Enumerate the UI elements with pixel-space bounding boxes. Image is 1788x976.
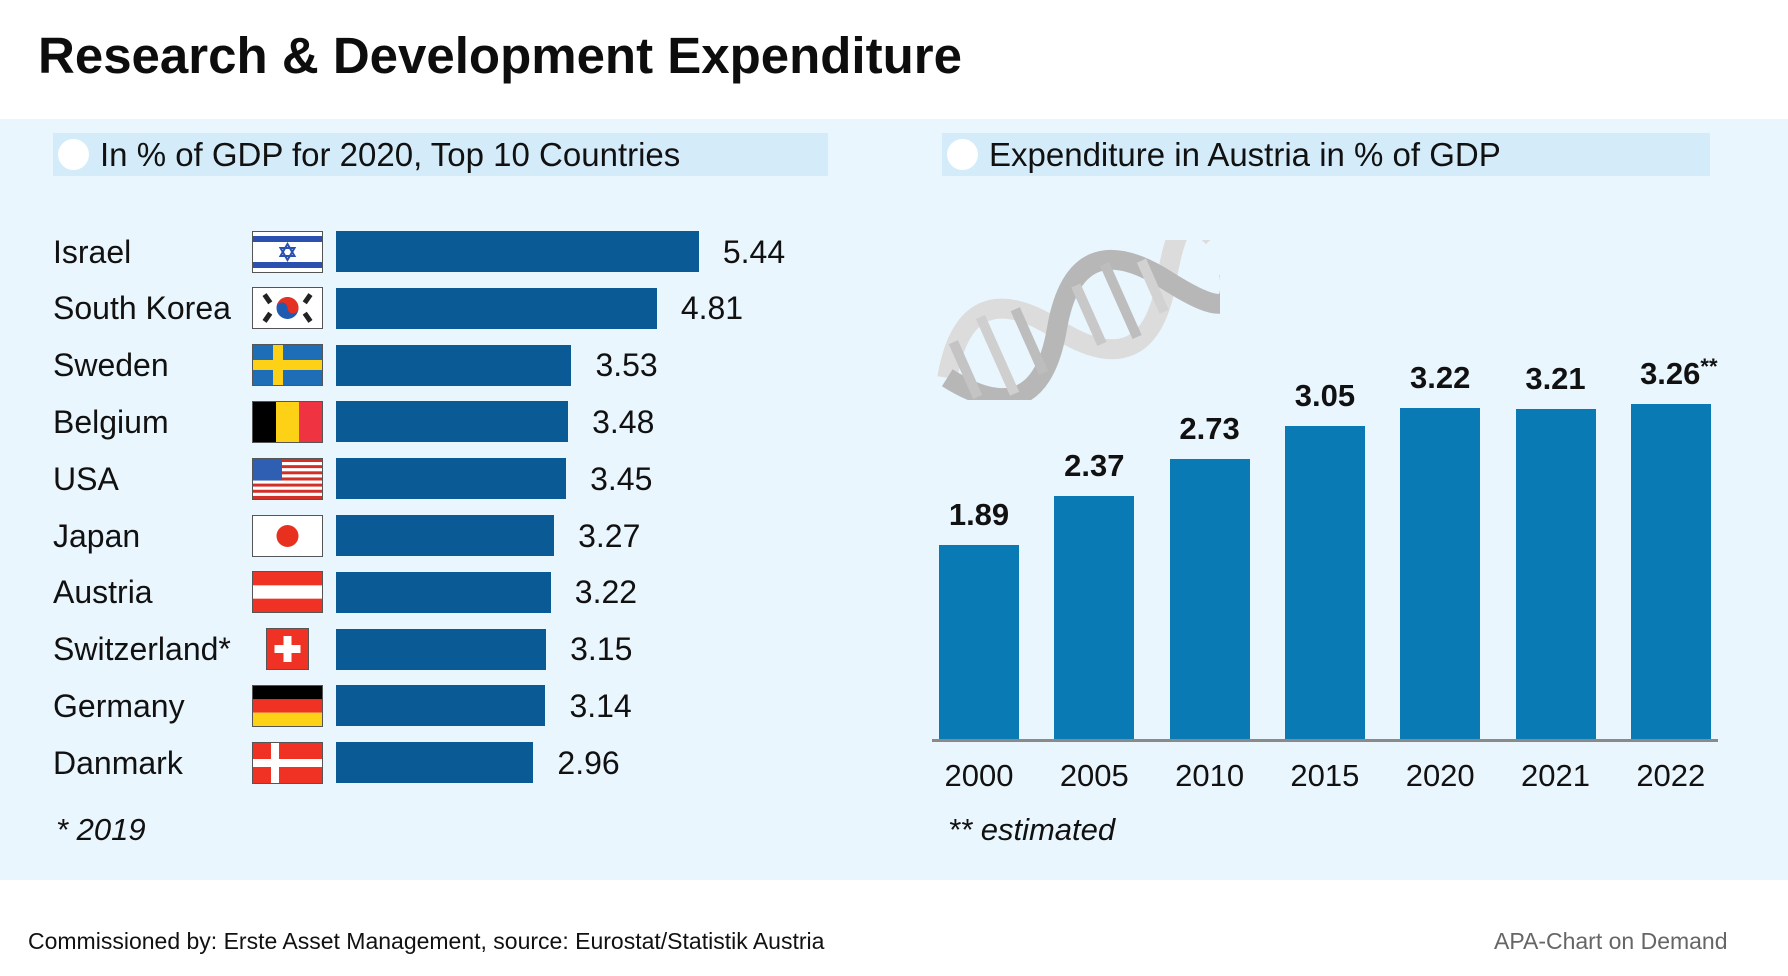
value-label: 4.81 <box>680 290 744 327</box>
x-tick-label: 2020 <box>1405 758 1475 793</box>
flag-denmark-icon <box>252 741 323 784</box>
country-label: Sweden <box>53 347 169 384</box>
bar <box>336 685 546 727</box>
country-label: USA <box>53 460 119 497</box>
value-label: 2.37 <box>1064 447 1125 483</box>
country-label: Austria <box>53 574 153 611</box>
chart-title: Research & Development Expenditure <box>38 27 962 84</box>
flag-israel-icon <box>252 230 323 273</box>
flag-south-korea-icon <box>252 287 323 330</box>
value-label: 3.26** <box>1640 354 1718 392</box>
bar <box>336 401 569 443</box>
flag-sweden-icon <box>252 344 323 387</box>
bar <box>1630 404 1711 740</box>
left-chart-header: In % of GDP for 2020, Top 10 Countries <box>53 133 828 176</box>
x-tick-label: 2010 <box>1175 758 1245 793</box>
x-tick-label: 2015 <box>1290 758 1360 793</box>
value-label: 3.48 <box>592 403 655 440</box>
value-label: 3.05 <box>1294 377 1356 413</box>
value-label: 3.53 <box>595 347 658 384</box>
credit-note: APA-Chart on Demand <box>1494 928 1728 954</box>
bar <box>336 458 567 500</box>
bar <box>336 344 572 386</box>
country-label: Israel <box>53 233 132 270</box>
country-label: South Korea <box>53 290 231 327</box>
x-tick-label: 2000 <box>944 758 1014 793</box>
value-label: 3.15 <box>570 631 633 668</box>
x-tick-label: 2022 <box>1636 758 1706 793</box>
left-footnote: * 2019 <box>56 812 146 847</box>
bar <box>336 231 699 272</box>
country-label: Belgium <box>53 403 169 440</box>
country-label: Germany <box>53 687 185 724</box>
estimate-marker: ** <box>1700 354 1718 380</box>
flag-usa-icon <box>252 457 323 500</box>
bullet-circle-icon <box>58 139 89 170</box>
value-label: 3.22 <box>574 574 638 611</box>
flag-switzerland-icon <box>265 628 309 671</box>
flag-japan-icon <box>252 514 323 557</box>
flag-germany-icon <box>252 684 323 727</box>
dna-helix-icon <box>937 240 1220 400</box>
bar <box>336 515 555 556</box>
country-label: Danmark <box>53 744 183 781</box>
value-label: 1.89 <box>948 497 1010 533</box>
flag-austria-icon <box>252 571 323 614</box>
bar <box>336 287 657 329</box>
value-label: 3.22 <box>1410 360 1471 396</box>
x-tick-label: 2021 <box>1521 758 1590 793</box>
value-label: 2.73 <box>1179 410 1240 446</box>
source-note: Commissioned by: Erste Asset Management,… <box>28 928 825 954</box>
right-chart-header: Expenditure in Austria in % of GDP <box>942 133 1710 176</box>
value-label: 3.45 <box>590 460 653 497</box>
value-label: 3.14 <box>569 687 632 724</box>
bar <box>1515 409 1596 740</box>
left-chart-subtitle: In % of GDP for 2020, Top 10 Countries <box>100 136 681 173</box>
value-label: 3.21 <box>1525 361 1586 397</box>
bar <box>1284 425 1365 740</box>
bar <box>336 628 547 670</box>
bar <box>1400 408 1481 740</box>
bar <box>939 545 1019 740</box>
bar <box>336 742 534 784</box>
bar <box>1169 458 1250 740</box>
bar <box>1054 495 1135 740</box>
bullet-circle-icon <box>947 139 978 170</box>
country-label: Japan <box>53 517 141 554</box>
flag-belgium-icon <box>252 400 323 443</box>
country-label: Switzerland* <box>53 631 231 668</box>
bar <box>336 571 551 613</box>
value-label: 3.27 <box>578 517 641 554</box>
right-chart-subtitle: Expenditure in Austria in % of GDP <box>989 136 1501 173</box>
right-footnote: ** estimated <box>948 812 1116 847</box>
value-label: 5.44 <box>722 233 786 270</box>
x-tick-label: 2005 <box>1059 758 1129 793</box>
x-axis-line <box>932 739 1718 742</box>
value-label: 2.96 <box>557 744 620 781</box>
